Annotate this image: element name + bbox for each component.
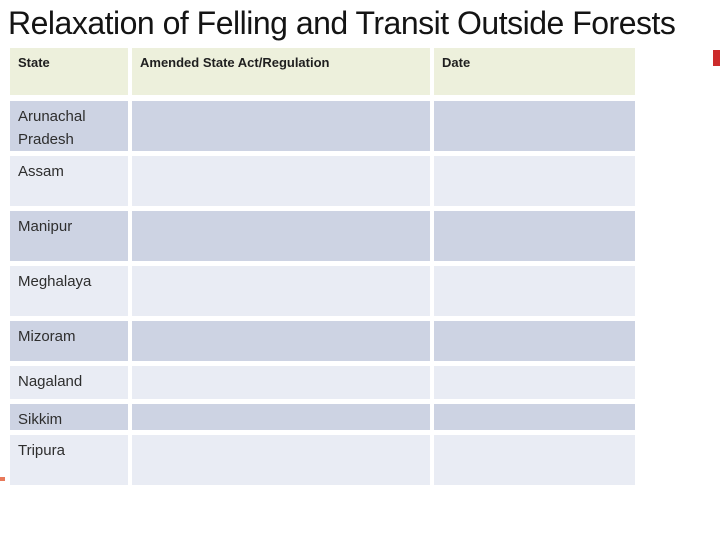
date-cell [434,156,635,206]
act-cell [132,321,430,361]
act-cell [132,211,430,261]
date-cell [434,404,635,430]
table-row-sikkim: Sikkim [10,404,635,430]
act-cell [132,266,430,316]
table-row-manipur: Manipur [10,211,635,261]
table-row-tripura: Tripura [10,435,635,485]
column-header-date: Date [434,48,635,95]
date-cell [434,266,635,316]
state-cell: Assam [10,156,128,206]
column-header-act: Amended State Act/Regulation [132,48,430,95]
act-cell [132,435,430,485]
act-cell [132,156,430,206]
state-cell: Meghalaya [10,266,128,316]
date-cell [434,435,635,485]
state-cell: Sikkim [10,404,128,430]
slide-border-fragment-right [713,50,720,66]
states-table: State Amended State Act/Regulation Date … [10,48,635,490]
state-cell: Tripura [10,435,128,485]
table-row-assam: Assam [10,156,635,206]
date-cell [434,101,635,151]
date-cell [434,366,635,399]
state-cell: Mizoram [10,321,128,361]
slide-border-fragment-left [0,477,5,481]
table-header-row: State Amended State Act/Regulation Date [10,48,635,95]
date-cell [434,321,635,361]
table-row-meghalaya: Meghalaya [10,266,635,316]
table-row-arunachal-pradesh: Arunachal Pradesh [10,101,635,151]
state-cell: Arunachal Pradesh [10,101,128,151]
act-cell [132,404,430,430]
slide-title: Relaxation of Felling and Transit Outsid… [8,5,676,41]
act-cell [132,101,430,151]
column-header-state: State [10,48,128,95]
state-cell: Nagaland [10,366,128,399]
state-cell: Manipur [10,211,128,261]
table-row-mizoram: Mizoram [10,321,635,361]
act-cell [132,366,430,399]
date-cell [434,211,635,261]
table-row-nagaland: Nagaland [10,366,635,399]
